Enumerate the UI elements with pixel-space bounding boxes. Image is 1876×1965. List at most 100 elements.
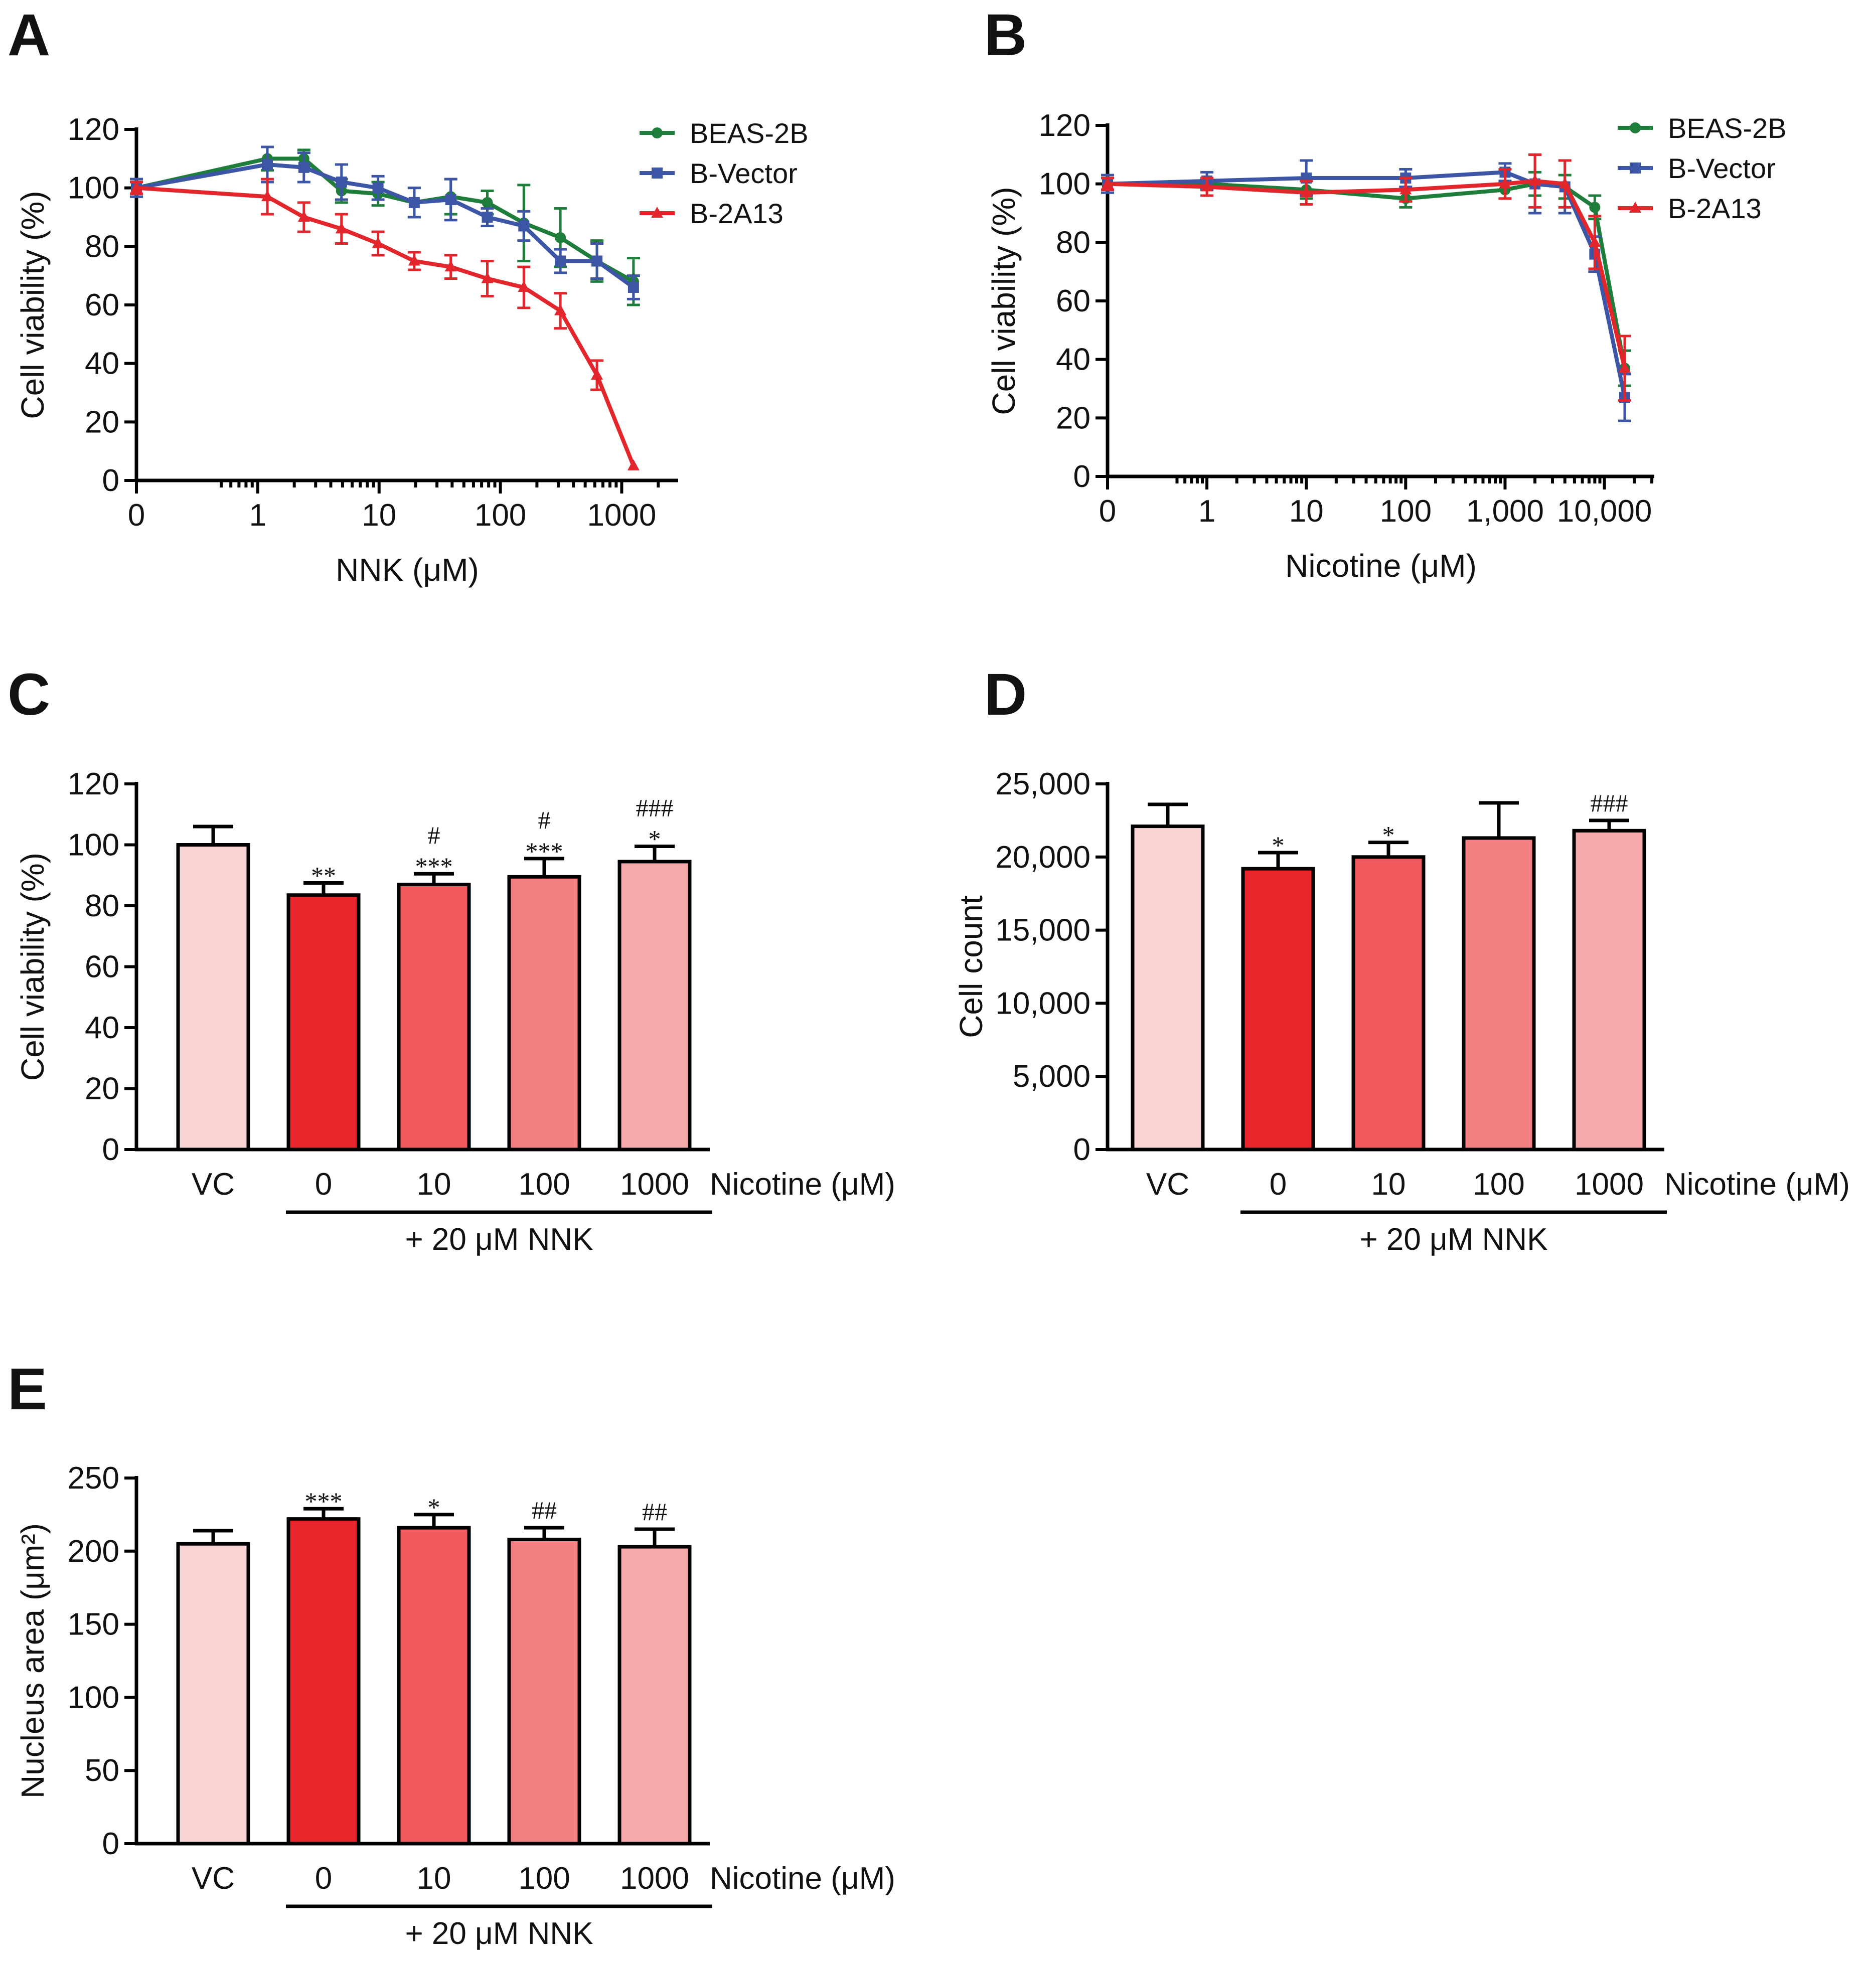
group-label: + 20 μM NNK: [405, 1916, 593, 1951]
x-tick-label: 10: [1371, 1167, 1406, 1202]
series-b-vector: [130, 145, 640, 300]
bar-0: [286, 1517, 361, 1846]
series-b-2a13: [1101, 153, 1631, 402]
y-tick-label: 0: [102, 463, 119, 498]
data-point: [1589, 236, 1601, 247]
data-point: [1529, 174, 1541, 186]
x-tick-label: 100: [475, 498, 526, 533]
legend-swatch-marker: [1630, 162, 1641, 174]
bar-10: [397, 1526, 471, 1846]
y-tick-label: 20: [85, 1072, 119, 1106]
y-tick-label: 20,000: [995, 840, 1090, 875]
y-axis-title: Cell count: [953, 895, 989, 1038]
data-point: [482, 212, 493, 223]
x-tick-label: 0: [1099, 494, 1116, 529]
data-point: [1300, 186, 1313, 198]
x-tick-label: 1000: [620, 1861, 689, 1896]
significance-label: *: [1382, 821, 1395, 849]
bar-10: [1351, 855, 1426, 1152]
treatment-label: Nicotine (μM): [710, 1861, 895, 1896]
bar-1000: [617, 1545, 692, 1846]
x-tick-label: 100: [518, 1861, 570, 1896]
series-beas-2b: [1101, 171, 1631, 387]
y-tick-label: 40: [85, 347, 119, 381]
data-point: [1102, 177, 1114, 189]
data-point: [444, 260, 457, 272]
x-axis-title: NNK (μM): [336, 552, 479, 588]
x-tick-label: 1: [1198, 494, 1215, 529]
error-bar: [193, 825, 233, 845]
x-tick-label: 10,000: [1557, 494, 1652, 529]
significance-label: ###: [1591, 789, 1628, 817]
significance-label: ***: [526, 837, 563, 865]
group-label: + 20 μM NNK: [405, 1222, 593, 1257]
x-tick-label: 1000: [620, 1167, 689, 1202]
y-axis-title: Nucleus area (μm²): [15, 1523, 51, 1798]
y-axis-title: Cell viability (%): [15, 853, 51, 1081]
x-tick-label: 10: [1289, 494, 1324, 529]
bar-vc: [176, 843, 250, 1152]
data-point: [591, 369, 603, 380]
error-bar: [1148, 802, 1188, 827]
legend-label: BEAS-2B: [690, 117, 809, 149]
data-point: [518, 281, 530, 292]
legend-label: B-2A13: [1668, 193, 1762, 224]
series-line-b-vector: [1107, 170, 1627, 398]
data-point: [335, 222, 348, 234]
legend-swatch-marker: [652, 127, 663, 138]
significance-label: *: [428, 1493, 440, 1521]
y-tick-label: 200: [68, 1534, 119, 1569]
y-axis-title: Cell viability (%): [15, 191, 51, 419]
error-bar: [1368, 841, 1409, 857]
x-tick-label: 100: [1473, 1167, 1524, 1202]
bar-100: [1462, 836, 1536, 1152]
y-tick-label: 40: [1056, 343, 1090, 377]
error-bar: [524, 1526, 564, 1540]
bar-1000: [1572, 829, 1646, 1152]
series-line-b-2a13: [136, 186, 636, 467]
significance-label: #: [538, 806, 551, 834]
y-tick-label: 5,000: [1013, 1059, 1090, 1094]
data-point: [298, 161, 309, 173]
legend: BEAS-2B B-Vector B-2A13: [1618, 112, 1787, 224]
data-point: [336, 177, 347, 188]
error-bar: [303, 881, 344, 895]
significance-label: ***: [415, 852, 453, 880]
legend-swatch-marker: [1630, 122, 1641, 133]
data-point: [1499, 177, 1511, 189]
x-axis-title: Nicotine (μM): [1285, 548, 1477, 584]
data-point: [1201, 180, 1213, 192]
significance-label: #: [428, 821, 440, 849]
chart-d: 0 5,000 10,000 15,000 20,000 25,000 VC * 0 * 10 100…: [953, 767, 1850, 1257]
data-point: [1399, 183, 1412, 195]
error-bar: [635, 1527, 675, 1547]
data-point: [372, 182, 384, 194]
y-axis-title: Cell viability (%): [986, 187, 1022, 415]
legend-label: B-2A13: [690, 198, 784, 229]
error-bar: [524, 857, 564, 877]
legend-swatch-marker: [651, 207, 663, 218]
treatment-label: Nicotine (μM): [1664, 1167, 1850, 1202]
x-tick-label: 10: [362, 498, 396, 533]
significance-label: *: [649, 825, 661, 853]
bar-100: [507, 1537, 581, 1846]
x-tick-label: 10: [417, 1167, 451, 1202]
x-tick-label: 1000: [587, 498, 656, 533]
error-bar: [1479, 801, 1519, 838]
data-point: [130, 181, 142, 193]
panel-label-c: C: [8, 662, 50, 728]
data-point: [554, 304, 567, 315]
chart-a: 0 20 40 60 80 100 120 0 1 10 100 1000 NNK (μM) Cell v…: [15, 112, 809, 588]
y-tick-label: 120: [68, 767, 119, 801]
y-tick-label: 25,000: [995, 767, 1090, 801]
y-tick-label: 60: [1056, 284, 1090, 318]
legend: BEAS-2B B-Vector B-2A13: [640, 117, 809, 229]
y-tick-label: 120: [1039, 108, 1090, 143]
y-tick-label: 250: [68, 1461, 119, 1496]
data-point: [408, 254, 420, 266]
y-tick-label: 80: [85, 229, 119, 264]
data-point: [1589, 202, 1601, 213]
error-bar: [1589, 818, 1629, 831]
data-point: [1558, 177, 1571, 189]
y-tick-label: 0: [102, 1132, 119, 1167]
